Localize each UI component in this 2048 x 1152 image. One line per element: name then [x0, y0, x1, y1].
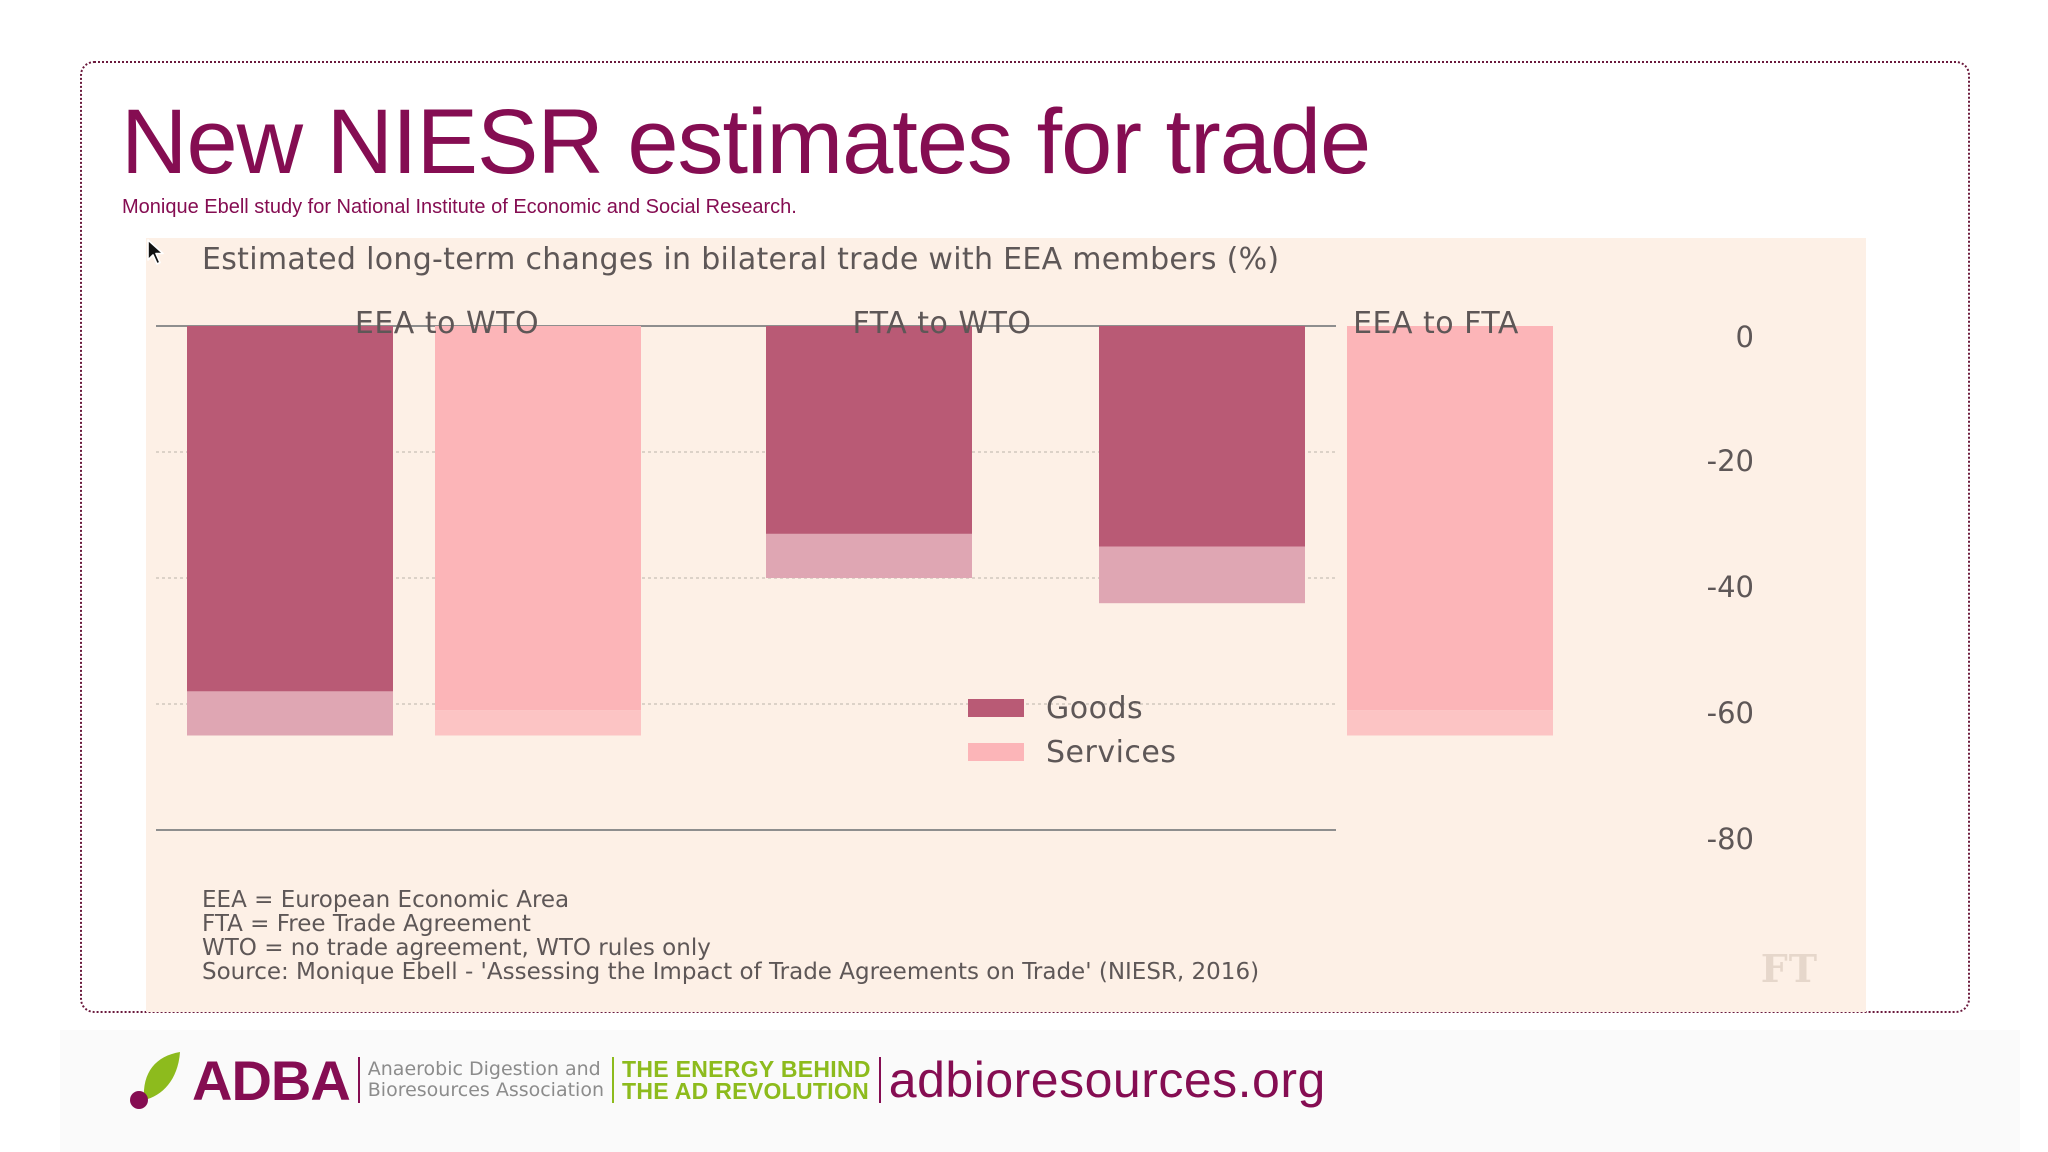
- bar-range-goods-eea-to-wto: [187, 691, 393, 736]
- y-tick-label: -40: [1706, 570, 1754, 604]
- website-text: adbioresources.org: [888, 1052, 1326, 1108]
- bar-range-goods-fta-to-wto: [766, 533, 972, 578]
- panel-label-eea-to-wto: EEA to WTO: [354, 306, 540, 341]
- y-tick-label: -60: [1706, 696, 1754, 730]
- footer-divider: [612, 1057, 615, 1103]
- footer-band: [60, 1030, 2020, 1152]
- leaf-icon: [130, 1052, 180, 1109]
- bar-services-eea-to-fta: [1347, 326, 1553, 711]
- slide-subtitle: Monique Ebell study for National Institu…: [122, 196, 797, 218]
- chart-title: Estimated long-term changes in bilateral…: [202, 242, 1280, 277]
- legend-label-goods: Goods: [1046, 690, 1144, 726]
- bar-goods-eea-to-wto: [187, 326, 393, 692]
- panel-label-eea-to-fta: EEA to FTA: [1353, 306, 1519, 341]
- footnote-fta: FTA = Free Trade Agreement: [202, 911, 531, 937]
- ft-logo: FT: [1760, 946, 1818, 991]
- tagline-line: THE AD REVOLUTION: [622, 1078, 870, 1104]
- legend-swatch-goods: [968, 699, 1024, 717]
- bar-services-eea-to-wto: [435, 326, 641, 711]
- slide-title: New NIESR estimates for trade: [121, 91, 1371, 193]
- legend-item-services: Services: [968, 730, 1177, 774]
- bar-goods-eea-to-fta: [1099, 326, 1305, 547]
- tagline-line: THE ENERGY BEHIND: [622, 1056, 871, 1082]
- footnote-eea: EEA = European Economic Area: [202, 887, 570, 913]
- y-tick-label: -20: [1706, 444, 1754, 478]
- footer-logo: ADBA Anaerobic Digestion and Bioresource…: [128, 1040, 1326, 1120]
- association-name: Anaerobic Digestion and Bioresources Ass…: [368, 1059, 604, 1101]
- legend-swatch-services: [968, 743, 1024, 761]
- slide-frame: [80, 61, 1970, 1013]
- cursor-arrow-icon: [147, 239, 164, 265]
- y-tick-label: 0: [1735, 320, 1754, 354]
- footnote-source: Source: Monique Ebell - 'Assessing the I…: [202, 959, 1260, 985]
- bar-range-goods-eea-to-fta: [1099, 546, 1305, 604]
- footer-divider: [878, 1057, 881, 1103]
- footnote-wto: WTO = no trade agreement, WTO rules only: [202, 935, 711, 961]
- panel-label-fta-to-wto: FTA to WTO: [852, 306, 1032, 341]
- legend-label-services: Services: [1046, 734, 1177, 770]
- bar-goods-fta-to-wto: [766, 326, 972, 534]
- footer-divider: [357, 1057, 360, 1103]
- association-line: Anaerobic Digestion and: [367, 1058, 601, 1080]
- bar-range-services-eea-to-fta: [1347, 710, 1553, 736]
- chart-plot: [156, 325, 1553, 831]
- adba-logo-text: ADBA: [192, 1048, 351, 1112]
- legend: Goods Services: [968, 686, 1177, 774]
- tagline: THE ENERGY BEHIND THE AD REVOLUTION: [622, 1056, 871, 1104]
- chart: Estimated long-term changes in bilateral…: [146, 238, 1866, 1012]
- association-line: Bioresources Association: [367, 1079, 605, 1101]
- legend-item-goods: Goods: [968, 686, 1177, 730]
- y-tick-label: -80: [1706, 822, 1754, 856]
- bar-range-services-eea-to-wto: [435, 710, 641, 736]
- chart-footnotes: EEA = European Economic Area FTA = Free …: [202, 888, 1259, 984]
